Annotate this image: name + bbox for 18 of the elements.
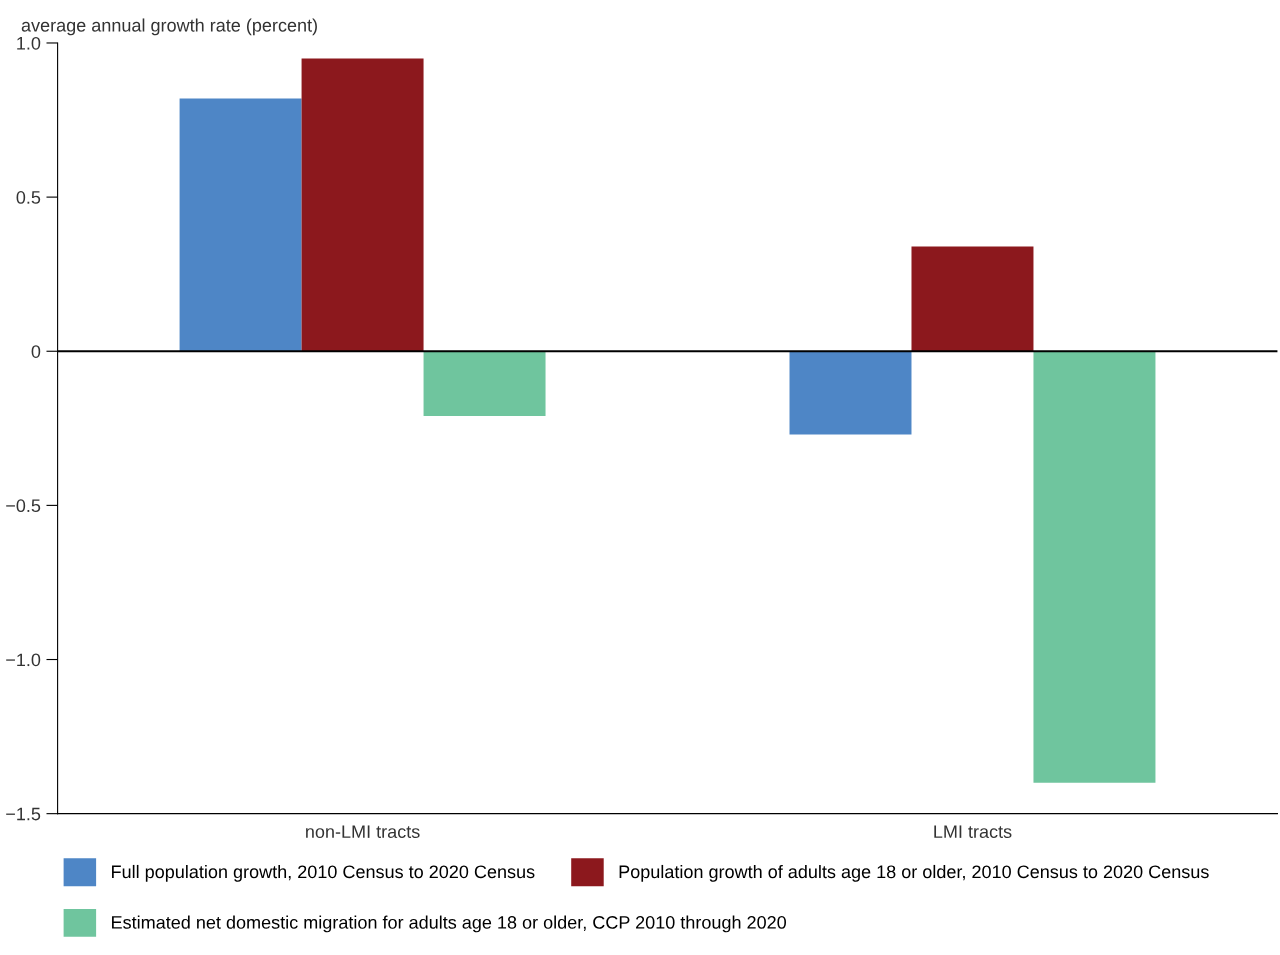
legend-label: Estimated net domestic migration for adults age 18 or older, CCP 2010 through 2020: [112, 915, 787, 933]
bar: [301, 58, 424, 352]
y-tick-label: −1.0: [6, 653, 41, 667]
bar: [911, 246, 1034, 352]
legend-label: Full population growth, 2010 Census to 2020 Census: [112, 864, 535, 882]
x-tick-label: non-LMI tracts: [306, 825, 420, 839]
bar: [179, 98, 302, 352]
y-tick-label: −1.5: [6, 807, 41, 821]
bar: [423, 351, 546, 416]
y-tick-label: 0.5: [16, 191, 41, 204]
bar: [1033, 351, 1156, 783]
y-tick-label: −0.5: [6, 499, 41, 513]
y-axis-title: average annual growth rate (percent): [21, 18, 317, 36]
y-tick-label: 0: [31, 345, 41, 358]
x-tick-label: LMI tracts: [934, 825, 1012, 839]
bar: [789, 351, 912, 435]
y-tick-label: 1.0: [17, 36, 41, 50]
legend-label: Population growth of adults age 18 or older, 2010 Census to 2020 Census: [619, 864, 1209, 882]
